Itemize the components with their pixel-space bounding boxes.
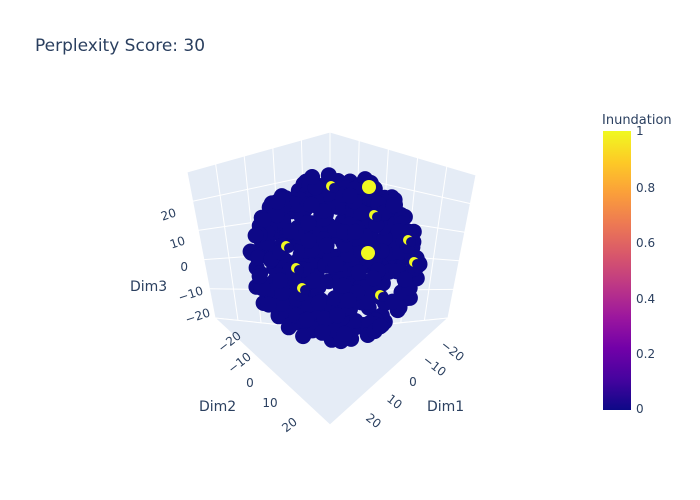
scatter-point: [284, 243, 294, 253]
colorbar-tick-0.2: 0.2: [636, 347, 655, 361]
y-tick-20: 20: [279, 415, 300, 435]
scatter-point: [378, 292, 388, 302]
y-tick-10: 10: [262, 396, 277, 410]
scatter-point: [326, 290, 343, 307]
scatter-point: [300, 215, 317, 232]
z-tick-20: 20: [159, 206, 178, 224]
colorbar-tick-0: 0: [636, 402, 644, 416]
scatter-point: [247, 227, 264, 244]
scatter-point: [329, 307, 346, 324]
scatter-point: [342, 187, 358, 204]
scatter-point: [255, 212, 272, 228]
scatter-point: [372, 212, 382, 222]
scatter-point: [316, 310, 333, 327]
scatter-point: [272, 272, 289, 289]
scatter-point: [315, 203, 332, 219]
scatter-point: [300, 232, 317, 249]
colorbar-tick-0.8: 0.8: [636, 181, 655, 195]
scatter-point: [329, 183, 339, 193]
scatter-point: [303, 196, 320, 213]
x-tick-20: 20: [363, 411, 384, 431]
scatter-point: [372, 318, 389, 335]
scatter-point: [304, 272, 321, 289]
colorbar-tick-0.6: 0.6: [636, 236, 655, 250]
x-tick-neg10: −10: [420, 353, 449, 380]
colorbar-tick-1: 1: [636, 124, 644, 138]
scatter-point: [254, 280, 271, 297]
scatter-point: [336, 325, 353, 342]
scatter-point: [269, 193, 286, 210]
gridline: [423, 166, 448, 321]
scatter-point: [304, 169, 321, 185]
scatter-point: [251, 268, 268, 285]
gridline: [215, 163, 239, 321]
scatter-point: [268, 207, 285, 224]
scatter-point: [295, 328, 312, 345]
x-axis-label: Dim1: [427, 399, 464, 415]
scatter-point: [282, 223, 299, 240]
scatter-point: [260, 296, 277, 313]
y-axis-label: Dim2: [199, 399, 236, 415]
colorbar-ticks: 1 0.8 0.6 0.4 0.2 0: [636, 124, 655, 416]
x-tick-neg20: −20: [438, 338, 467, 365]
scatter-point: [412, 259, 422, 269]
scatter-point: [336, 224, 353, 241]
scatter-point: [365, 270, 382, 287]
colorbar-title: Inundation: [602, 113, 672, 128]
scatter-point: [274, 284, 291, 301]
scatter-point-high: [361, 246, 375, 260]
scatter-point: [300, 285, 310, 295]
scatter-point: [298, 311, 315, 328]
scatter-point: [350, 264, 367, 281]
scatter-point: [327, 256, 344, 273]
scatter-point: [249, 249, 266, 266]
y-tick-neg10: −10: [225, 350, 254, 377]
scatter-point: [340, 292, 357, 309]
scatter-point: [314, 324, 331, 341]
scatter-point: [385, 197, 402, 214]
z-tick-0: 0: [180, 260, 188, 274]
scatter-point: [347, 223, 364, 240]
z-axis-label: Dim3: [130, 279, 167, 295]
scatter-point: [294, 265, 304, 275]
z-tick-10: 10: [168, 234, 187, 252]
colorbar-tick-0.4: 0.4: [636, 292, 655, 306]
scatter-points: [242, 167, 428, 350]
z-tick-neg20: −20: [184, 306, 212, 327]
x-tick-0: 0: [409, 375, 417, 389]
z-tick-neg10: −10: [177, 284, 205, 305]
scatter-point: [310, 294, 327, 311]
scatter-point: [396, 271, 413, 288]
chart-title: Perplexity Score: 30: [35, 36, 205, 56]
scatter-point: [406, 237, 416, 247]
colorbar: [603, 131, 631, 410]
scatter-point-high: [362, 180, 376, 194]
scatter-point: [318, 237, 335, 254]
y-tick-0: 0: [246, 376, 254, 390]
scatter-point: [320, 167, 337, 184]
scatter-point: [335, 277, 352, 294]
x-tick-10: 10: [384, 392, 405, 412]
